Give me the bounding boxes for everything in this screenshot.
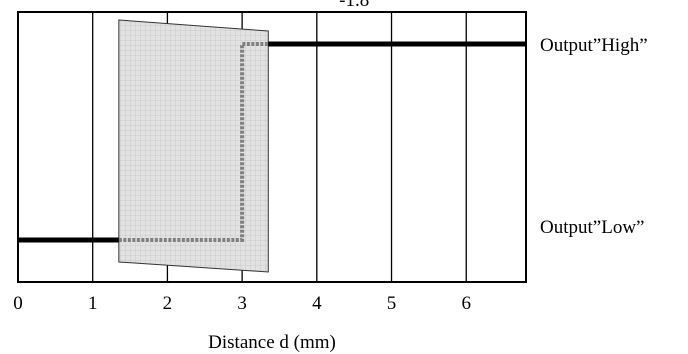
- shaded-region: [118, 19, 269, 273]
- x-tick-label-5: 5: [387, 293, 397, 314]
- x-tick-label-0: 0: [13, 293, 23, 314]
- top-label: -1.8: [339, 0, 369, 11]
- x-tick-label-1: 1: [88, 293, 98, 314]
- x-tick-label-4: 4: [312, 293, 322, 314]
- series-layer: [18, 41, 526, 243]
- x-tick-label-6: 6: [461, 293, 471, 314]
- x-tick-label-3: 3: [237, 293, 247, 314]
- x-tick-labels: 0 1 2 3 4 5 6: [13, 293, 471, 314]
- x-tick-label-2: 2: [163, 293, 173, 314]
- output-low-label: Output”Low”: [540, 217, 644, 238]
- output-high-label: Output”High”: [540, 35, 648, 56]
- plot-frame: [17, 11, 527, 283]
- series-line-2: [118, 42, 269, 242]
- x-axis-title: Distance d (mm): [208, 332, 336, 353]
